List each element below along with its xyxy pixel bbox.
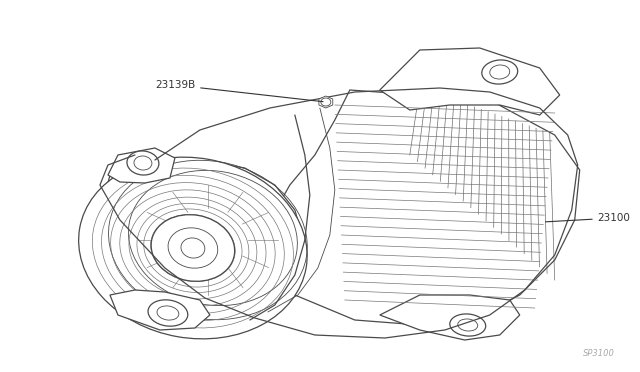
Polygon shape <box>319 96 333 108</box>
Ellipse shape <box>134 156 152 170</box>
Text: 23139B: 23139B <box>155 80 323 102</box>
Ellipse shape <box>127 151 159 175</box>
Ellipse shape <box>321 98 331 106</box>
Polygon shape <box>108 148 175 183</box>
Ellipse shape <box>181 238 205 258</box>
Ellipse shape <box>168 228 218 268</box>
Polygon shape <box>95 75 535 345</box>
Polygon shape <box>100 162 305 335</box>
Text: SP3100: SP3100 <box>583 349 614 358</box>
Ellipse shape <box>148 300 188 326</box>
Polygon shape <box>380 295 520 340</box>
Text: 23100: 23100 <box>545 213 630 223</box>
Polygon shape <box>380 48 560 115</box>
Ellipse shape <box>482 60 518 84</box>
Ellipse shape <box>458 319 477 331</box>
Ellipse shape <box>79 157 307 339</box>
Ellipse shape <box>450 314 486 336</box>
Ellipse shape <box>490 65 509 79</box>
Ellipse shape <box>157 306 179 320</box>
Ellipse shape <box>151 215 235 281</box>
Polygon shape <box>110 290 210 330</box>
Polygon shape <box>265 90 580 325</box>
